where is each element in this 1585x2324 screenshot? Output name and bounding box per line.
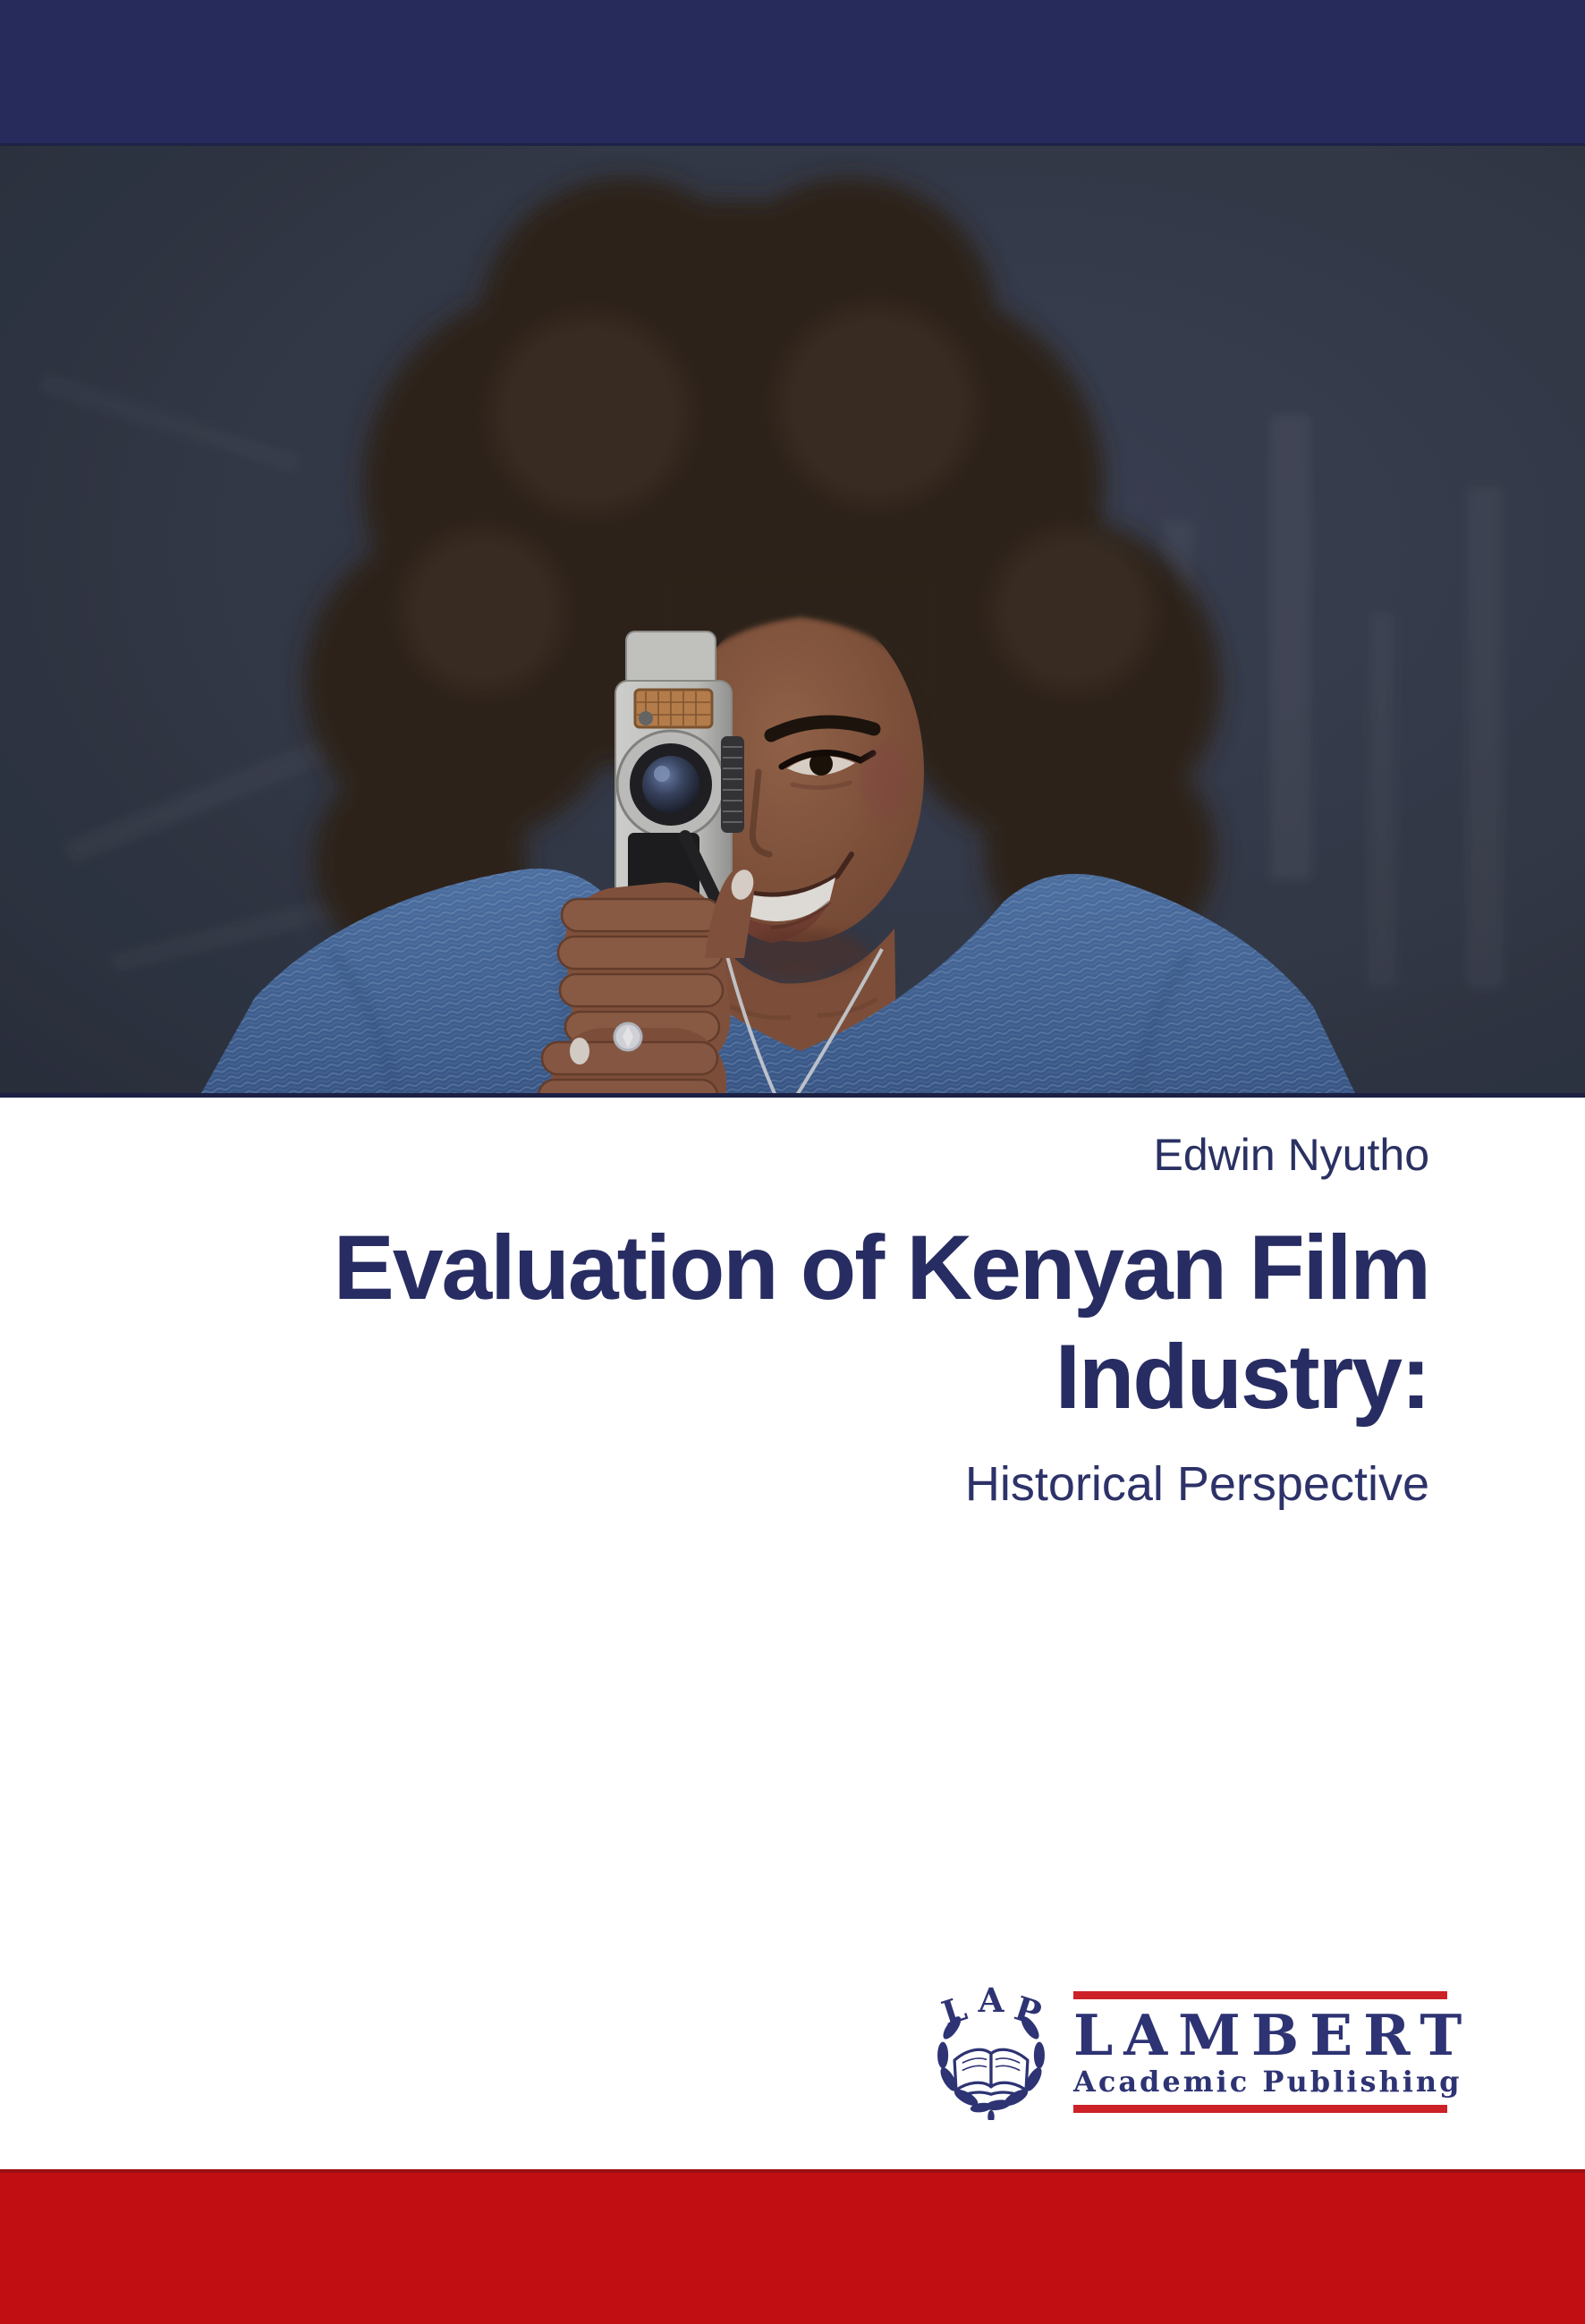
cover-photo-illustration [0, 146, 1585, 1093]
top-navy-band [0, 0, 1585, 146]
publisher-logo: LAMBERT Academic Publishing [1073, 1991, 1473, 2113]
publisher-name: LAMBERT [1073, 2002, 1473, 2068]
publisher-tagline: Academic Publishing [1073, 2065, 1462, 2099]
title-line-1: Evaluation of Kenyan Film [333, 1217, 1431, 1319]
photo-divider-rule [0, 1093, 1585, 1098]
svg-text:P: P [1010, 1989, 1046, 2033]
open-book-icon [953, 2048, 1030, 2099]
laurel-wreath-icon [937, 2016, 1045, 2120]
book-subtitle: Historical Perspective [964, 1457, 1429, 1511]
bottom-red-band [0, 2169, 1585, 2324]
author-name: Edwin Nyutho [1153, 1130, 1430, 1180]
lap-monogram: L A P [937, 1980, 1047, 2033]
cover-photo [0, 146, 1585, 1093]
title-line-2: Industry: [1055, 1326, 1431, 1429]
svg-text:A: A [978, 1980, 1005, 2020]
book-title: Evaluation of Kenyan Film Industry: [333, 1213, 1431, 1432]
vignette [0, 146, 1585, 1093]
red-rule-top [1073, 1991, 1447, 1999]
svg-text:L: L [937, 1989, 971, 2033]
lap-emblem: L A P [937, 1980, 1047, 2120]
red-rule-bottom [1073, 2105, 1447, 2113]
